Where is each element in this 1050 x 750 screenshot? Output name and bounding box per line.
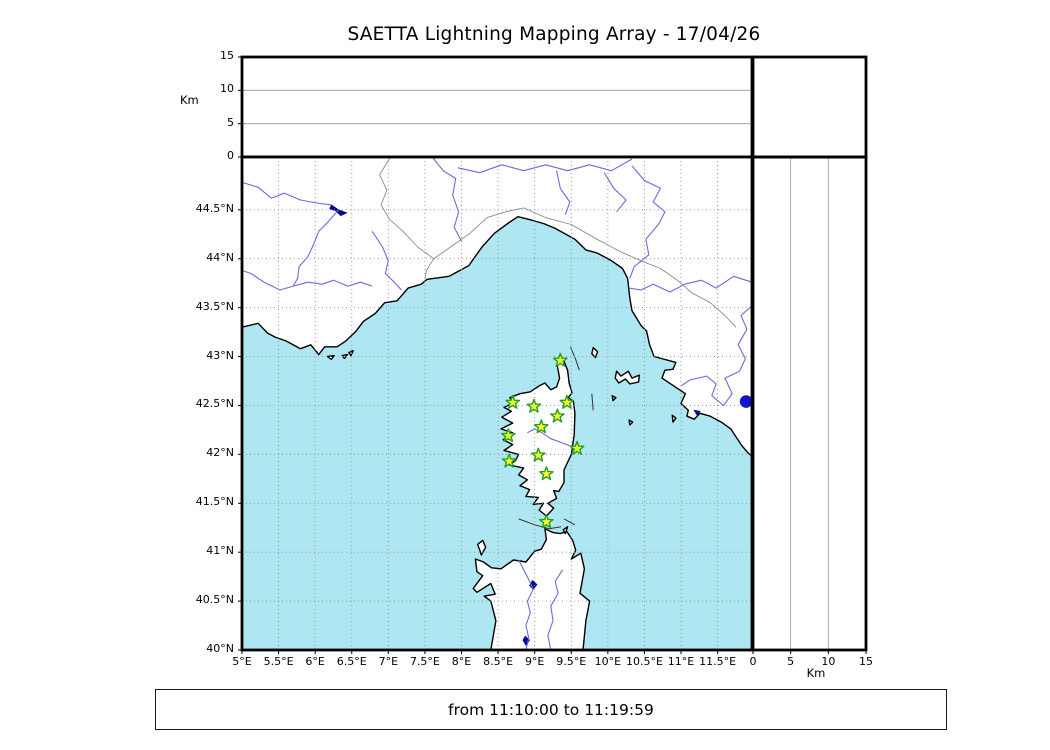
border-france-italy bbox=[379, 156, 435, 280]
lat-tick-label: 41°N bbox=[206, 544, 234, 558]
river-trebbia bbox=[556, 170, 571, 215]
lat-tick-label: 41.5°N bbox=[195, 495, 234, 509]
altitude-tick-label: 15 bbox=[220, 49, 234, 62]
border-piedmont-liguria bbox=[433, 207, 546, 260]
alt-lon-frame bbox=[240, 55, 754, 159]
maddalena bbox=[562, 526, 569, 535]
altitude-tick-label: 10 bbox=[220, 82, 234, 96]
river-coghinas bbox=[518, 559, 534, 651]
map-svg bbox=[238, 155, 754, 654]
river-tiber-upper bbox=[737, 305, 753, 372]
lon-tick-label: 7°E bbox=[378, 655, 399, 668]
figure-title: SAETTA Lightning Mapping Array - 17/04/2… bbox=[347, 24, 761, 45]
seg-east-corsica bbox=[591, 393, 594, 411]
time-range-text: from 11:10:00 to 11:19:59 bbox=[448, 700, 654, 719]
capraia bbox=[591, 347, 599, 359]
lon-tick-label: 8°E bbox=[451, 655, 472, 668]
lon-tick-label: 9°E bbox=[524, 655, 545, 668]
seg-bonifacio-strait-2 bbox=[563, 518, 576, 526]
river-tavignano bbox=[527, 428, 576, 450]
corner-frame bbox=[751, 55, 868, 159]
altitude-latitude-panel bbox=[751, 155, 868, 654]
km-tick-label: 15 bbox=[859, 655, 873, 668]
lon-tick-label: 10.5°E bbox=[625, 655, 663, 668]
lon-tick-label: 10°E bbox=[594, 655, 622, 668]
station-marker bbox=[550, 408, 565, 423]
asinara bbox=[476, 539, 487, 556]
pianosa bbox=[611, 395, 617, 402]
lon-tick-label: 6.5°E bbox=[336, 655, 367, 668]
station-marker bbox=[533, 419, 549, 434]
station-marker bbox=[505, 394, 521, 409]
km-tick-label: 0 bbox=[749, 655, 757, 668]
lat-tick-label: 40°N bbox=[206, 642, 234, 655]
river-ombrone bbox=[680, 370, 740, 407]
flash-point bbox=[739, 395, 753, 408]
porquerolles bbox=[326, 354, 335, 361]
mainland-france-italy bbox=[241, 156, 753, 457]
station-marker bbox=[552, 352, 568, 367]
altitude-axis-unit: Km bbox=[180, 93, 199, 107]
station-marker bbox=[531, 447, 546, 462]
river-po bbox=[457, 158, 633, 174]
giglio bbox=[671, 414, 677, 423]
river-verdon bbox=[293, 279, 373, 287]
station-marker bbox=[539, 514, 554, 529]
lagoon-orbetello bbox=[693, 409, 701, 416]
elba bbox=[614, 370, 640, 385]
river-taro bbox=[603, 172, 627, 213]
km-tick-label: 5 bbox=[787, 655, 795, 668]
river-durance-upper bbox=[241, 181, 332, 206]
lat-tick-label: 44°N bbox=[206, 250, 234, 264]
lat-tick-label: 42.5°N bbox=[195, 397, 234, 411]
station-marker bbox=[501, 453, 517, 468]
station-marker bbox=[559, 394, 575, 409]
lat-tick-label: 44.5°N bbox=[195, 201, 234, 215]
corner-panel bbox=[751, 55, 868, 159]
sardinia bbox=[472, 528, 591, 651]
corsica bbox=[500, 354, 576, 517]
river-serchio bbox=[629, 223, 660, 279]
lat-tick-label: 43°N bbox=[206, 348, 234, 362]
lat-tick-label: 42°N bbox=[206, 446, 234, 460]
station-marker bbox=[526, 398, 542, 413]
river-var bbox=[371, 230, 402, 291]
seg-cap-corse-ne bbox=[570, 346, 580, 371]
km-axis-unit: Km bbox=[806, 666, 826, 680]
station-marker bbox=[569, 440, 585, 455]
alt-lat-frame bbox=[751, 155, 868, 652]
montecristo bbox=[628, 419, 634, 426]
lon-tick-label: 8.5°E bbox=[483, 655, 514, 668]
lon-tick-label: 11°E bbox=[667, 655, 695, 668]
lon-tick-label: 11.5°E bbox=[699, 655, 737, 668]
station-marker bbox=[539, 466, 554, 481]
lon-tick-label: 7.5°E bbox=[409, 655, 440, 668]
km-tick-label: 10 bbox=[821, 655, 836, 668]
river-arno bbox=[629, 275, 753, 293]
altitude-longitude-panel bbox=[238, 55, 754, 159]
river-durance bbox=[241, 209, 340, 291]
lon-tick-label: 6°E bbox=[305, 655, 325, 668]
lon-tick-label: 5.5°E bbox=[263, 655, 294, 668]
lat-tick-label: 40.5°N bbox=[195, 593, 234, 607]
border-emilia-tuscany bbox=[545, 217, 737, 328]
river-tirso bbox=[547, 569, 563, 651]
time-range-box: from 11:10:00 to 11:19:59 bbox=[155, 689, 947, 730]
altitude-tick-label: 0 bbox=[227, 149, 234, 162]
port-cros bbox=[341, 353, 349, 360]
lon-tick-label: 9.5°E bbox=[556, 655, 587, 668]
river-secchia bbox=[631, 165, 666, 224]
station-marker bbox=[501, 428, 516, 443]
lat-tick-label: 43.5°N bbox=[195, 299, 234, 313]
altitude-tick-label: 5 bbox=[227, 115, 234, 129]
river-tanaro bbox=[431, 156, 462, 242]
lon-tick-label: 5°E bbox=[232, 655, 252, 668]
